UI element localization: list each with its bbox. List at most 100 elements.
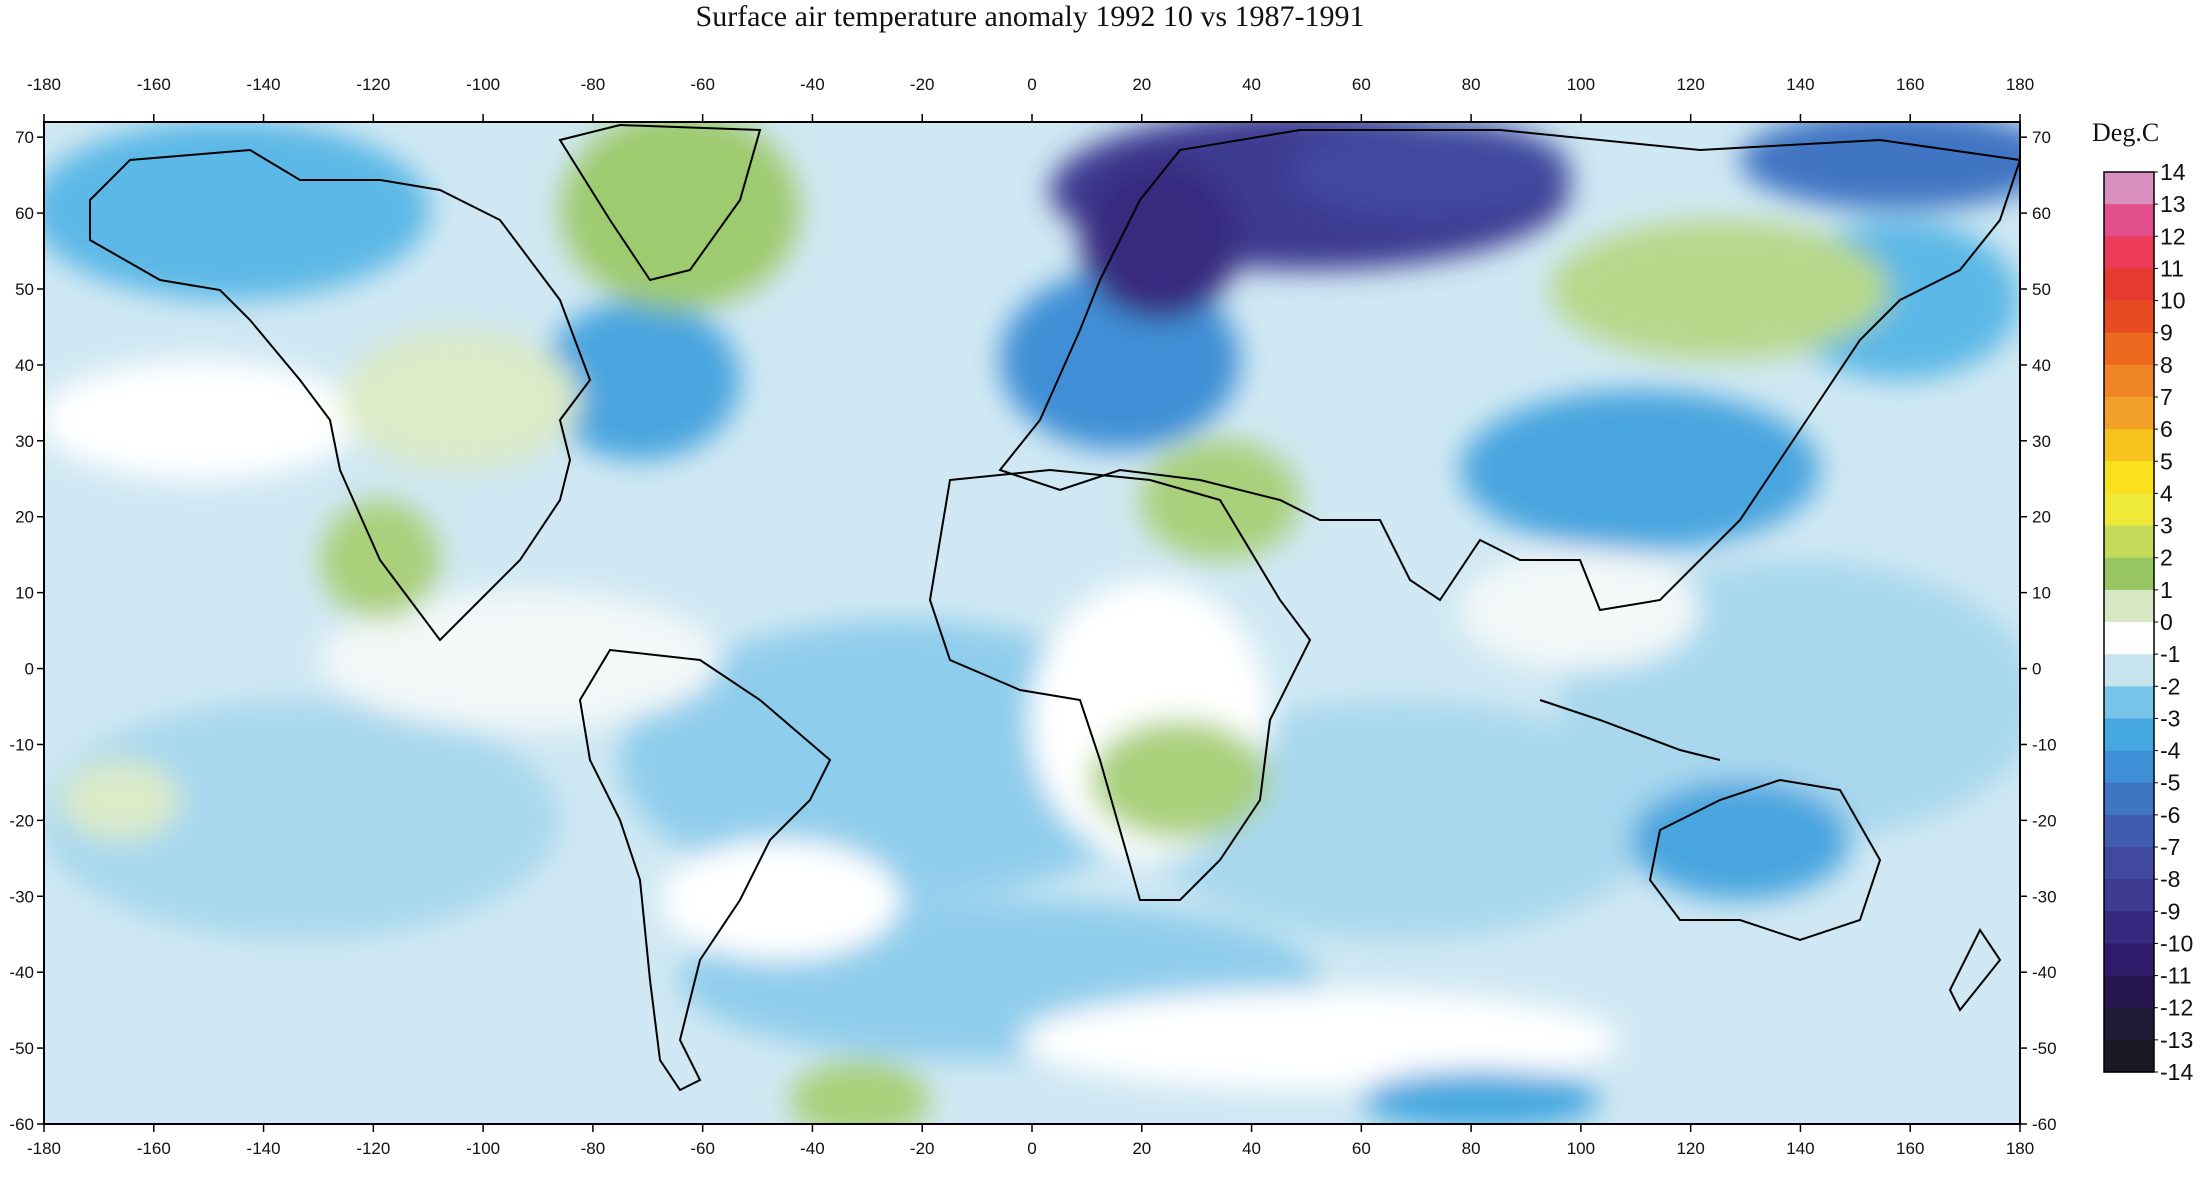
anomaly-blob <box>1550 220 1890 360</box>
lat-tick-label-right: -20 <box>2032 811 2057 830</box>
colorbar-segment <box>2104 332 2154 366</box>
anomaly-blob <box>1460 390 1820 550</box>
lat-tick-label-left: 30 <box>15 432 34 451</box>
colorbar-label: 2 <box>2160 545 2173 571</box>
colorbar-segment <box>2104 364 2154 398</box>
lon-tick-label-top: -140 <box>247 75 281 94</box>
lon-tick-label-bottom: -60 <box>690 1139 715 1158</box>
anomaly-blob <box>1630 780 1850 900</box>
lat-tick-label-right: 70 <box>2032 128 2051 147</box>
anomaly-blob <box>320 590 720 730</box>
colorbar-segment <box>2104 493 2154 527</box>
anomaly-blob <box>340 330 580 470</box>
legend-title: Deg.C <box>2092 118 2160 147</box>
lon-tick-label-bottom: 20 <box>1132 1139 1151 1158</box>
colorbar-segment <box>2104 268 2154 302</box>
colorbar-label: 13 <box>2160 191 2186 217</box>
lon-tick-label-top: -80 <box>581 75 606 94</box>
lon-tick-label-bottom: 180 <box>2006 1139 2034 1158</box>
lon-tick-label-bottom: -40 <box>800 1139 825 1158</box>
lat-tick-label-left: -10 <box>9 735 34 754</box>
anomaly-blob <box>1020 990 1620 1090</box>
lon-tick-label-top: 40 <box>1242 75 1261 94</box>
lon-tick-label-bottom: -120 <box>356 1139 390 1158</box>
coastline-greenland <box>558 123 762 282</box>
lon-tick-label-top: 140 <box>1786 75 1814 94</box>
coastline-indonesia <box>1539 699 1721 761</box>
lon-tick-label-bottom: -140 <box>247 1139 281 1158</box>
colorbar-segment <box>2104 782 2154 816</box>
lon-tick-label-top: 80 <box>1462 75 1481 94</box>
lat-tick-label-left: -30 <box>9 887 34 906</box>
colorbar-label: 11 <box>2160 255 2184 281</box>
anomaly-blob <box>1360 1070 1600 1124</box>
colorbar-segment <box>2104 718 2154 752</box>
colorbar-label: -12 <box>2160 995 2193 1021</box>
lon-tick-label-bottom: -20 <box>910 1139 935 1158</box>
colorbar-label: -2 <box>2160 673 2180 699</box>
lat-tick-label-right: 30 <box>2032 432 2051 451</box>
lat-tick-label-left: 0 <box>25 660 34 679</box>
colorbar: 14131211109876543210-1-2-3-4-5-6-7-8-9-1… <box>2103 159 2193 1085</box>
lon-tick-label-top: 60 <box>1352 75 1371 94</box>
lat-tick-label-right: 40 <box>2032 356 2051 375</box>
lat-tick-label-left: -20 <box>9 811 34 830</box>
anomaly-blob <box>44 700 560 940</box>
lon-tick-label-top: 20 <box>1132 75 1151 94</box>
colorbar-label: 8 <box>2160 352 2173 378</box>
anomaly-blob <box>540 300 740 460</box>
anomaly-blob <box>1090 720 1270 840</box>
lon-tick-label-top: 100 <box>1567 75 1595 94</box>
colorbar-segment <box>2104 204 2154 237</box>
lat-tick-label-right: 20 <box>2032 508 2051 527</box>
colorbar-segment <box>2104 847 2154 880</box>
lat-tick-label-left: -50 <box>9 1039 34 1058</box>
colorbar-label: 7 <box>2160 384 2173 410</box>
anomaly-blob <box>560 122 800 310</box>
colorbar-label: 6 <box>2160 416 2173 442</box>
colorbar-segment <box>2104 654 2154 687</box>
colorbar-label: -9 <box>2160 898 2180 924</box>
latitude-ticks: 70 70 60 60 50 50 40 40 30 30 20 20 10 10 0 0 -10 -10 -20 -… <box>9 128 2056 1134</box>
colorbar-label: -13 <box>2160 1027 2193 1053</box>
anomaly-blob <box>60 760 180 840</box>
map-title: Surface air temperature anomaly 1992 10 … <box>695 0 1365 33</box>
lon-tick-label-top: -40 <box>800 75 825 94</box>
lat-tick-label-left: 60 <box>15 204 34 223</box>
colorbar-label: 12 <box>2160 223 2186 249</box>
colorbar-label: -6 <box>2160 802 2180 828</box>
colorbar-segment <box>2104 686 2154 720</box>
colorbar-segment <box>2104 879 2154 912</box>
anomaly-blob <box>44 360 360 480</box>
coastline-north-america <box>89 148 592 642</box>
colorbar-label: 14 <box>2160 159 2186 185</box>
anomaly-blobs <box>44 122 2020 1124</box>
lon-tick-label-bottom: -100 <box>466 1139 500 1158</box>
coastline-south-america <box>578 648 832 1092</box>
coastline-new-zealand <box>1948 928 2002 1012</box>
lon-tick-label-bottom: 140 <box>1786 1139 1814 1158</box>
anomaly-blob <box>660 840 900 960</box>
lon-tick-label-top: -100 <box>466 75 500 94</box>
lat-tick-label-right: 0 <box>2032 660 2041 679</box>
lon-tick-label-bottom: 60 <box>1352 1139 1371 1158</box>
lon-tick-label-top: 0 <box>1027 75 1036 94</box>
colorbar-segment <box>2104 429 2154 462</box>
anomaly-blob <box>790 1060 930 1124</box>
lat-tick-label-right: -60 <box>2032 1115 2057 1134</box>
coastline-australia <box>1648 778 1882 942</box>
colorbar-segment <box>2104 814 2154 848</box>
colorbar-label: 5 <box>2160 448 2173 474</box>
colorbar-label: 4 <box>2160 480 2173 506</box>
coastlines <box>89 123 2020 1092</box>
lat-tick-label-left: 50 <box>15 280 34 299</box>
colorbar-label: -11 <box>2160 963 2192 989</box>
colorbar-segment <box>2104 236 2154 270</box>
lat-tick-label-right: -10 <box>2032 735 2057 754</box>
colorbar-label: -1 <box>2160 641 2180 667</box>
lat-tick-label-left: 20 <box>15 508 34 527</box>
lon-tick-label-bottom: 0 <box>1027 1139 1036 1158</box>
lat-tick-label-left: 40 <box>15 356 34 375</box>
lon-tick-label-top: 120 <box>1676 75 1704 94</box>
colorbar-segment <box>2104 975 2154 1009</box>
